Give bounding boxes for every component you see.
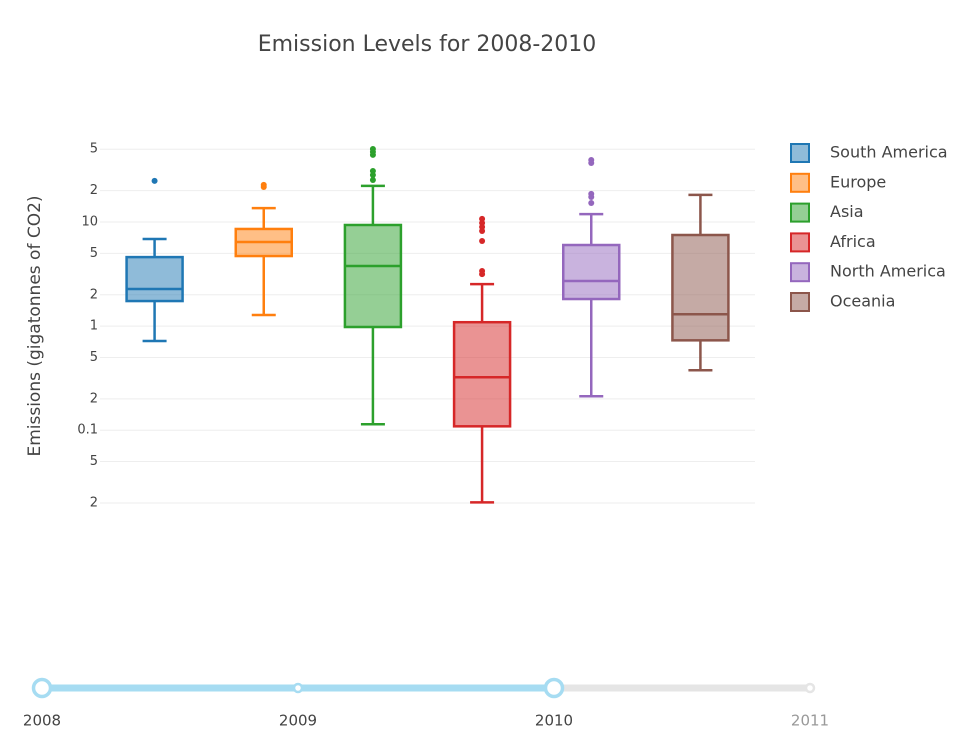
outlier (588, 159, 595, 166)
slider-step (292, 682, 304, 694)
outlier (369, 151, 376, 158)
slider-handle[interactable] (543, 677, 565, 699)
slider-label: 2011 (791, 712, 829, 730)
legend-label: Europe (830, 172, 886, 191)
y-tick-label: 2 (90, 287, 98, 302)
slider-label: 2008 (23, 712, 61, 730)
legend-swatch (790, 292, 810, 312)
box (562, 243, 621, 301)
box (671, 233, 730, 342)
slider-step (804, 682, 816, 694)
legend-label: North America (830, 262, 946, 281)
y-tick-label: 0.1 (77, 423, 98, 438)
y-tick-label: 2 (90, 183, 98, 198)
box (452, 320, 512, 428)
outlier (369, 177, 376, 184)
legend-swatch (790, 232, 810, 253)
y-tick-label: 5 (90, 454, 98, 469)
box (343, 223, 403, 329)
outlier (588, 200, 595, 207)
y-axis-title: Emissions (gigatonnes of CO2) (25, 195, 45, 456)
legend-label: Africa (830, 232, 876, 251)
legend-label: South America (830, 143, 948, 162)
y-tick-label: 2 (90, 391, 98, 406)
outlier (479, 227, 486, 234)
outlier (479, 271, 486, 278)
outlier (260, 183, 267, 190)
y-tick-label: 5 (90, 142, 98, 157)
outlier (479, 237, 486, 244)
box (125, 255, 184, 303)
outlier (588, 193, 595, 200)
legend-swatch (790, 143, 810, 163)
legend-label: Asia (830, 202, 864, 221)
y-tick-label: 5 (90, 350, 98, 365)
outlier (369, 171, 376, 178)
y-tick-label: 2 (90, 495, 98, 510)
legend-swatch (790, 172, 810, 193)
outlier (151, 177, 158, 184)
y-tick-label: 10 (81, 214, 98, 229)
y-tick-label: 5 (90, 246, 98, 261)
slider-label: 2010 (535, 712, 573, 730)
y-tick-label: 1 (90, 319, 98, 334)
slider-label: 2009 (279, 712, 317, 730)
legend-swatch (790, 262, 810, 283)
legend-label: Oceania (830, 292, 895, 311)
chart-title: Emission Levels for 2008-2010 (258, 32, 597, 57)
slider-handle[interactable] (31, 677, 53, 699)
legend-swatch (790, 202, 810, 223)
